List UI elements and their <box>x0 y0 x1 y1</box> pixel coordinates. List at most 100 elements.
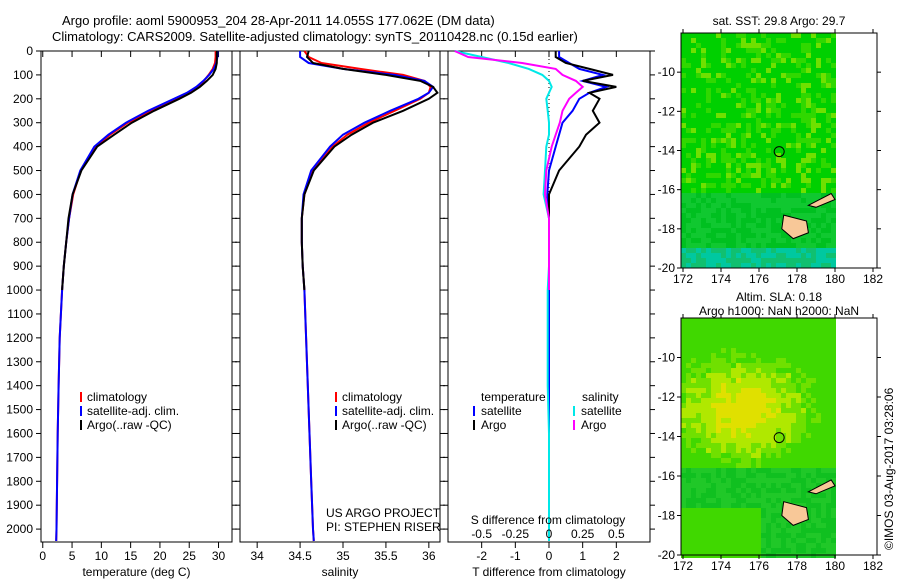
map-cell <box>751 98 756 103</box>
map-cell <box>726 533 731 538</box>
map-cell <box>741 218 746 223</box>
map-cell <box>721 433 726 438</box>
map-cell <box>811 78 816 83</box>
map-cell <box>686 188 691 193</box>
map-cell <box>751 498 756 503</box>
map-cell <box>711 368 716 373</box>
map-cell <box>816 318 821 323</box>
map-cell <box>721 423 726 428</box>
map-cell <box>691 103 696 108</box>
map-cell <box>716 238 721 243</box>
map-cell <box>826 528 831 533</box>
map-cell <box>736 243 741 248</box>
map-cell <box>711 533 716 538</box>
map-cell <box>686 318 691 323</box>
title-line-1: Argo profile: aoml 5900953_204 28-Apr-20… <box>62 13 495 28</box>
map-cell <box>686 538 691 543</box>
map-cell <box>686 243 691 248</box>
map-cell <box>816 393 821 398</box>
lat-tick-label: -12 <box>658 104 676 118</box>
map-cell <box>816 103 821 108</box>
map-cell <box>701 48 706 53</box>
map-cell <box>791 128 796 133</box>
map-cell <box>711 468 716 473</box>
map-cell <box>686 478 691 483</box>
map-cell <box>681 263 686 268</box>
map-cell <box>761 263 766 268</box>
map-cell <box>776 83 781 88</box>
map-cell <box>781 353 786 358</box>
map-cell <box>796 443 801 448</box>
map-cell <box>711 513 716 518</box>
map-cell <box>816 58 821 63</box>
map-cell <box>681 228 686 233</box>
map-cell <box>736 378 741 383</box>
map-cell <box>811 543 816 548</box>
map-cell <box>816 193 821 198</box>
map-cell <box>806 453 811 458</box>
lat-tick-label: -20 <box>658 261 676 275</box>
map-cell <box>781 188 786 193</box>
map-cell <box>731 253 736 258</box>
map-cell <box>796 53 801 58</box>
map-cell <box>821 373 826 378</box>
map-cell <box>816 38 821 43</box>
map-cell <box>706 538 711 543</box>
map-cell <box>716 413 721 418</box>
map-cell <box>716 488 721 493</box>
map-cell <box>756 468 761 473</box>
map-cell <box>776 528 781 533</box>
map-cell <box>751 543 756 548</box>
map-cell <box>791 543 796 548</box>
map-cell <box>816 168 821 173</box>
map-cell <box>711 148 716 153</box>
map-cell <box>816 243 821 248</box>
map-cell <box>766 33 771 38</box>
map-cell <box>796 473 801 478</box>
map-cell <box>786 158 791 163</box>
map-cell <box>776 338 781 343</box>
map-cell <box>791 93 796 98</box>
map-cell <box>801 263 806 268</box>
map-cell <box>776 458 781 463</box>
map-cell <box>761 73 766 78</box>
map-cell <box>746 338 751 343</box>
map-cell <box>811 73 816 78</box>
map-cell <box>771 423 776 428</box>
map-cell <box>741 423 746 428</box>
map-cell <box>751 253 756 258</box>
map-cell <box>726 343 731 348</box>
map-cell <box>766 518 771 523</box>
map-cell <box>726 498 731 503</box>
map-cell <box>726 488 731 493</box>
map-cell <box>756 463 761 468</box>
map-cell <box>686 358 691 363</box>
map-cell <box>701 443 706 448</box>
map-cell <box>691 513 696 518</box>
map-cell <box>726 398 731 403</box>
map-cell <box>726 223 731 228</box>
map-cell <box>796 418 801 423</box>
y-tick-label: 700 <box>13 211 33 225</box>
map-cell <box>731 353 736 358</box>
map-cell <box>731 428 736 433</box>
map-cell <box>796 43 801 48</box>
map-cell <box>821 338 826 343</box>
map-cell <box>831 183 836 188</box>
map-cell <box>776 173 781 178</box>
map-cell <box>786 523 791 528</box>
map-cell <box>776 38 781 43</box>
map-cell <box>771 328 776 333</box>
map-cell <box>801 163 806 168</box>
map-cell <box>721 253 726 258</box>
map-cell <box>686 118 691 123</box>
map-cell <box>686 58 691 63</box>
map-cell <box>726 263 731 268</box>
map-cell <box>816 93 821 98</box>
map-cell <box>726 413 731 418</box>
map-cell <box>791 448 796 453</box>
map-cell <box>706 123 711 128</box>
map-cell <box>776 108 781 113</box>
map-cell <box>711 163 716 168</box>
map-cell <box>691 423 696 428</box>
